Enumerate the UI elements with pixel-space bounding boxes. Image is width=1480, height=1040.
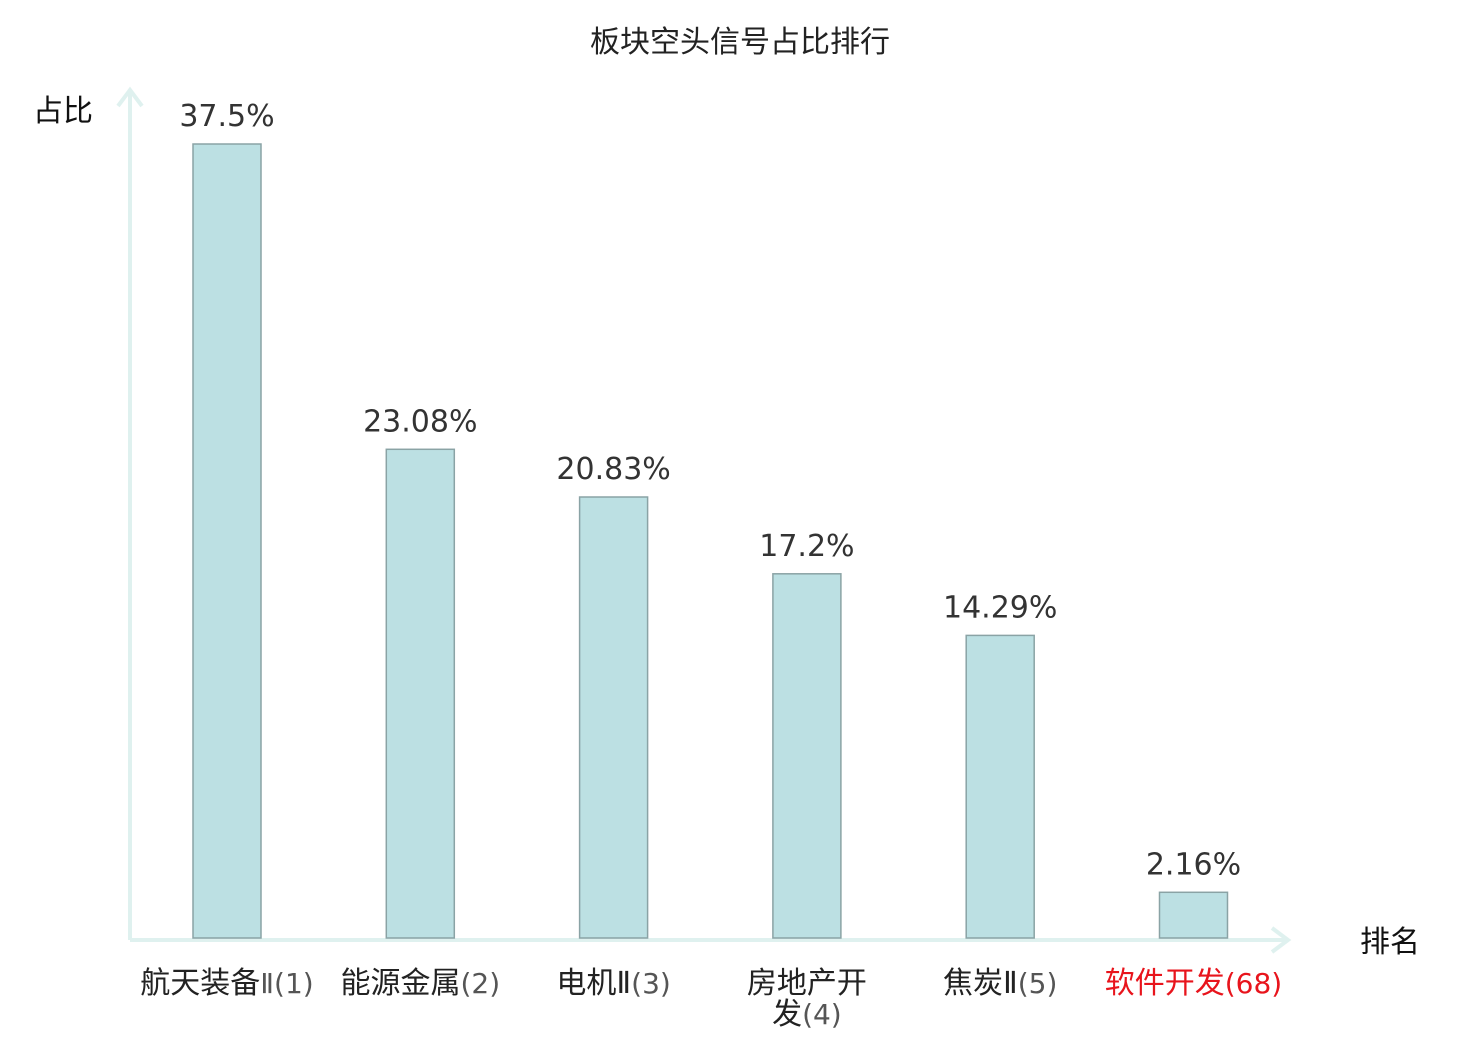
bar-value-label: 20.83% xyxy=(556,452,670,487)
category-label: 软件开发(68) xyxy=(1105,966,1282,1001)
x-axis-label: 排名 xyxy=(1360,925,1420,960)
category-label: 房地产开发(4) xyxy=(747,966,867,1032)
bar-value-label: 2.16% xyxy=(1146,847,1241,882)
x-axis xyxy=(130,926,1292,954)
bars-group xyxy=(192,143,1229,939)
bar-value-label: 23.08% xyxy=(363,404,477,439)
bar-value-label: 37.5% xyxy=(179,99,274,134)
category-labels-group: 航天装备Ⅱ(1) 能源金属(2) 电机Ⅱ(3) 房地产开发(4) 焦炭Ⅱ(5) 软件开发(… xyxy=(140,966,1282,1032)
bar xyxy=(965,634,1035,939)
bar xyxy=(578,496,649,939)
bar xyxy=(1158,891,1229,939)
category-label: 电机Ⅱ(3) xyxy=(556,966,670,1001)
bar-value-label: 14.29% xyxy=(943,590,1057,625)
bar xyxy=(772,573,842,939)
y-axis xyxy=(116,86,144,940)
y-axis-label: 占比 xyxy=(33,94,93,129)
bar-value-label: 17.2% xyxy=(759,529,854,564)
category-label: 焦炭Ⅱ(5) xyxy=(943,966,1057,1001)
chart-title: 板块空头信号占比排行 xyxy=(590,25,890,60)
bar xyxy=(192,143,262,939)
x-axis-arrow xyxy=(1270,926,1292,954)
category-label: 航天装备Ⅱ(1) xyxy=(140,966,313,1001)
category-label: 能源金属(2) xyxy=(340,966,500,1001)
y-axis-arrow xyxy=(116,86,144,108)
bar xyxy=(385,448,456,939)
data-labels-group: 37.5% 23.08% 20.83% 17.2% 14.29% 2.16% xyxy=(179,99,1241,882)
